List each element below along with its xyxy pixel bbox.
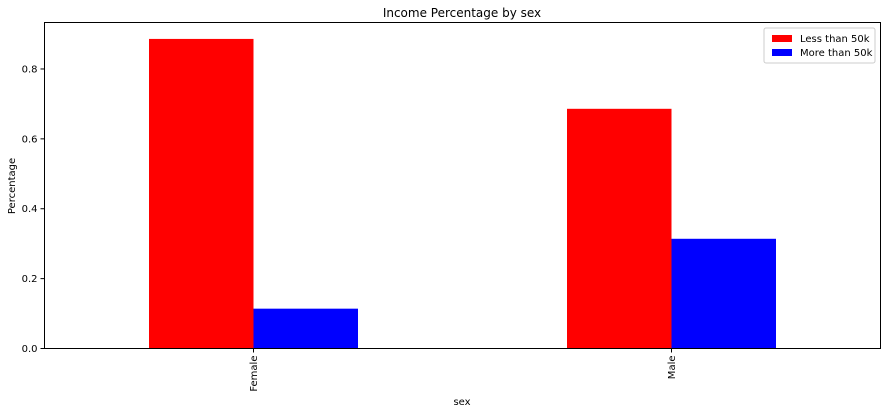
legend: Less than 50k More than 50k xyxy=(763,27,876,64)
x-axis: Female Male xyxy=(249,348,678,392)
legend-label: More than 50k xyxy=(800,48,873,59)
plot-frame xyxy=(44,22,881,349)
y-tick-label: 0.0 xyxy=(22,344,38,355)
y-axis-label: Percentage xyxy=(7,158,18,214)
bars-group xyxy=(149,38,776,349)
bar-male-less-than-50k xyxy=(567,108,672,349)
bar-male-more-than-50k xyxy=(671,238,776,349)
bar-female-less-than-50k xyxy=(149,38,254,349)
y-tick-label: 0.8 xyxy=(22,64,38,75)
y-axis: 0.0 0.2 0.4 0.6 0.8 xyxy=(22,64,45,355)
x-tick-label-male: Male xyxy=(667,356,678,380)
legend-swatch xyxy=(772,35,792,42)
x-axis-label: sex xyxy=(453,397,470,408)
legend-label: Less than 50k xyxy=(800,34,870,45)
x-tick-label-female: Female xyxy=(249,356,260,392)
bar-female-more-than-50k xyxy=(253,308,358,349)
y-tick-label: 0.6 xyxy=(22,134,38,145)
y-tick-label: 0.2 xyxy=(22,274,38,285)
legend-swatch xyxy=(772,49,792,56)
chart-title: Income Percentage by sex xyxy=(383,6,541,20)
y-tick-label: 0.4 xyxy=(22,204,38,215)
